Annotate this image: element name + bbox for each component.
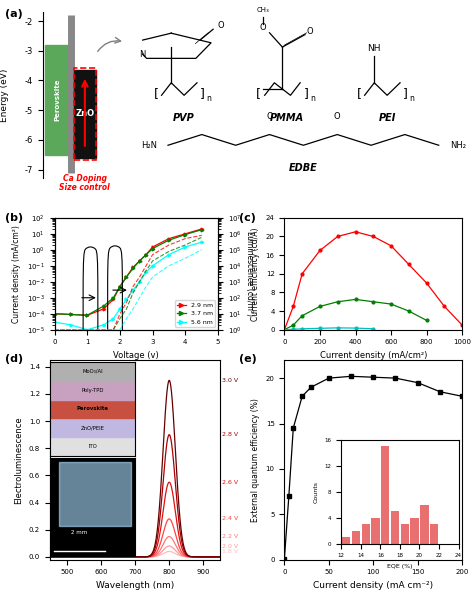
Text: PEI: PEI (378, 114, 396, 123)
Y-axis label: Current efficiency (cd/A): Current efficiency (cd/A) (251, 227, 260, 321)
Legend: 2.9 nm, 3.7 nm, 5.6 nm: 2.9 nm, 3.7 nm, 5.6 nm (174, 301, 215, 327)
X-axis label: Voltage (v): Voltage (v) (113, 351, 159, 360)
Text: n: n (409, 94, 414, 103)
Y-axis label: Electroluminescence: Electroluminescence (14, 416, 23, 503)
Text: ]: ] (200, 87, 204, 100)
Text: CH₃: CH₃ (257, 7, 269, 13)
Text: n: n (310, 94, 316, 103)
Text: (a): (a) (5, 9, 22, 19)
Text: O: O (334, 112, 340, 121)
Text: 2.0 V: 2.0 V (222, 543, 238, 549)
Text: ]: ] (402, 87, 407, 100)
Text: [: [ (357, 87, 362, 100)
Text: O: O (218, 21, 225, 30)
Text: Perovskite: Perovskite (54, 79, 60, 121)
Bar (73, 68, 96, 160)
Text: Ca Doping: Ca Doping (63, 174, 107, 183)
Text: NH: NH (367, 44, 381, 53)
Text: O: O (266, 112, 273, 121)
Text: ]: ] (304, 87, 309, 100)
Text: 2.2 V: 2.2 V (222, 534, 238, 539)
Text: N: N (139, 50, 146, 59)
Text: [: [ (154, 87, 159, 100)
Text: 3.0 V: 3.0 V (222, 378, 238, 383)
Text: O: O (260, 23, 266, 32)
Text: PVP: PVP (173, 114, 195, 123)
X-axis label: Current density (mA/cm²): Current density (mA/cm²) (319, 351, 427, 360)
Text: 1.8 V: 1.8 V (222, 549, 238, 554)
Text: ZnO: ZnO (75, 109, 94, 117)
Text: (d): (d) (5, 354, 23, 364)
Text: [: [ (256, 87, 261, 100)
Text: EDBE: EDBE (289, 163, 318, 174)
Text: (b): (b) (5, 213, 23, 223)
X-axis label: Current density (mA cm⁻²): Current density (mA cm⁻²) (313, 581, 433, 590)
Y-axis label: Energy (eV): Energy (eV) (0, 68, 9, 122)
Text: PMMA: PMMA (270, 114, 304, 123)
Bar (74, 70, 96, 158)
Text: (c): (c) (239, 213, 256, 223)
X-axis label: Wavelength (nm): Wavelength (nm) (96, 581, 174, 590)
Text: O: O (307, 27, 313, 36)
Y-axis label: Current density (mA/cm²): Current density (mA/cm²) (12, 225, 21, 322)
Y-axis label: Luminescence (cd/m²): Luminescence (cd/m²) (245, 231, 254, 316)
Text: 2.4 V: 2.4 V (222, 517, 238, 522)
Text: (e): (e) (239, 354, 257, 364)
Text: H₂N: H₂N (141, 141, 156, 150)
Text: Size control: Size control (59, 183, 110, 192)
Y-axis label: External quantum efficiency (%): External quantum efficiency (%) (251, 398, 260, 522)
Text: 2.8 V: 2.8 V (222, 432, 238, 437)
Bar (46, 45, 69, 155)
Text: 2.6 V: 2.6 V (222, 480, 238, 485)
Text: NH₂: NH₂ (450, 141, 466, 150)
Text: n: n (206, 94, 211, 103)
